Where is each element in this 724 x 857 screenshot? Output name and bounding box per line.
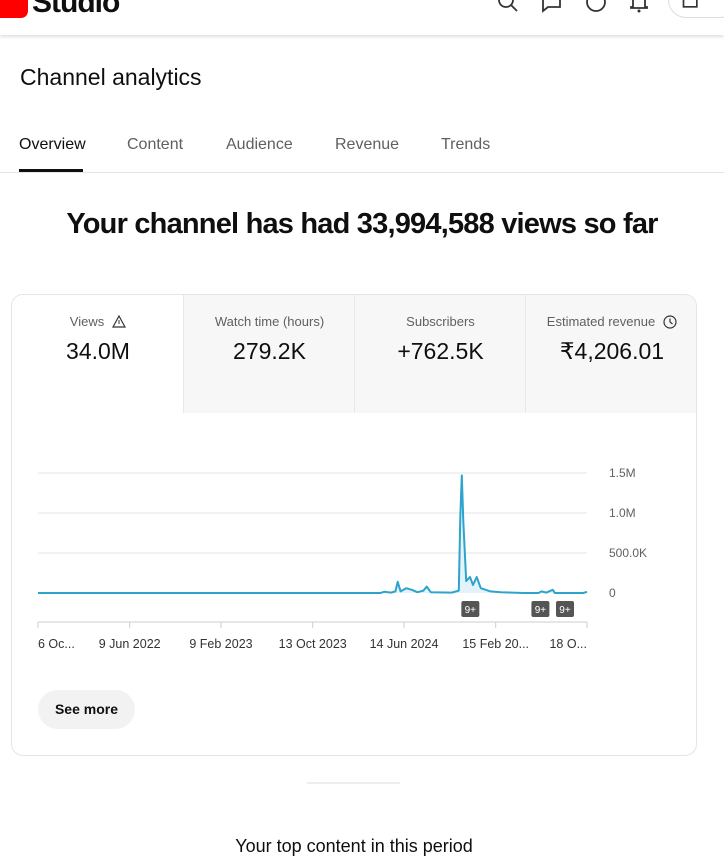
views-area — [38, 475, 587, 593]
views-chart: 1.5M 1.0M 500.0K 0 6 Oc... 9 Jun 2022 9 Feb 20… — [37, 466, 647, 651]
help-icon[interactable] — [584, 0, 608, 14]
metric-value: ₹4,206.01 — [559, 338, 665, 364]
divider — [307, 782, 400, 784]
x-tick-label: 18 O... — [549, 637, 587, 651]
y-tick-label: 0 — [609, 586, 616, 600]
warning-icon — [112, 315, 127, 328]
video-marker-label: 9+ — [535, 605, 547, 616]
overview-card: Views 34.0M Watch time (hours) 279.2K Su… — [11, 294, 697, 756]
tab-overview[interactable]: Overview — [19, 136, 86, 153]
search-icon[interactable] — [496, 0, 520, 14]
see-more-button[interactable]: See more — [38, 690, 135, 729]
metric-tab-watch-time[interactable]: Watch time (hours) 279.2K — [183, 295, 355, 413]
create-button[interactable] — [668, 0, 724, 18]
x-tick-label: 9 Feb 2023 — [189, 637, 252, 651]
analytics-tabs: Overview Content Audience Revenue Trends — [0, 134, 724, 173]
metric-tab-subscribers[interactable]: Subscribers +762.5K — [354, 295, 526, 413]
tab-revenue[interactable]: Revenue — [335, 136, 400, 153]
youtube-logo-icon[interactable] — [0, 0, 28, 18]
video-marker[interactable] — [461, 601, 480, 617]
y-tick-label: 1.5M — [609, 466, 636, 480]
x-tick-label: 6 Oc... — [38, 637, 75, 651]
video-marker[interactable] — [531, 601, 550, 617]
x-tick-label: 13 Oct 2023 — [279, 637, 347, 651]
x-tick-label: 15 Feb 20... — [462, 637, 529, 651]
metric-value: 279.2K — [233, 338, 306, 364]
metric-label: Watch time (hours) — [214, 314, 325, 329]
tab-content[interactable]: Content — [127, 136, 184, 153]
metric-tab-views[interactable]: Views 34.0M — [12, 295, 184, 413]
top-content-heading: Your top content in this period — [235, 836, 473, 856]
metric-tab-revenue[interactable]: Estimated revenue ₹4,206.01 — [525, 295, 696, 413]
clock-icon — [663, 314, 677, 329]
tab-trends[interactable]: Trends — [441, 136, 491, 153]
x-tick-label: 9 Jun 2022 — [99, 637, 161, 651]
studio-logo-text[interactable]: Studio — [32, 0, 120, 19]
metric-value: +762.5K — [397, 338, 484, 364]
metric-label: Subscribers — [406, 314, 475, 329]
video-marker-label: 9+ — [559, 605, 571, 616]
x-tick-label: 14 Jun 2024 — [370, 637, 439, 651]
metric-label: Estimated revenue — [546, 314, 656, 329]
y-tick-label: 500.0K — [609, 546, 647, 560]
metric-label: Views — [69, 314, 105, 329]
total-views-headline: Your channel has had 33,994,588 views so… — [66, 208, 658, 240]
video-marker-label: 9+ — [465, 605, 477, 616]
video-marker[interactable] — [556, 601, 575, 617]
top-app-bar: Studio — [0, 0, 724, 35]
metric-value: 34.0M — [66, 338, 130, 364]
feedback-icon[interactable] — [540, 0, 564, 14]
tab-audience[interactable]: Audience — [226, 136, 293, 153]
views-line — [38, 474, 588, 594]
y-tick-label: 1.0M — [609, 506, 636, 520]
create-icon — [682, 0, 698, 8]
notifications-icon[interactable] — [627, 0, 651, 14]
page-title: Channel analytics — [20, 64, 202, 90]
active-tab-indicator — [19, 169, 83, 172]
